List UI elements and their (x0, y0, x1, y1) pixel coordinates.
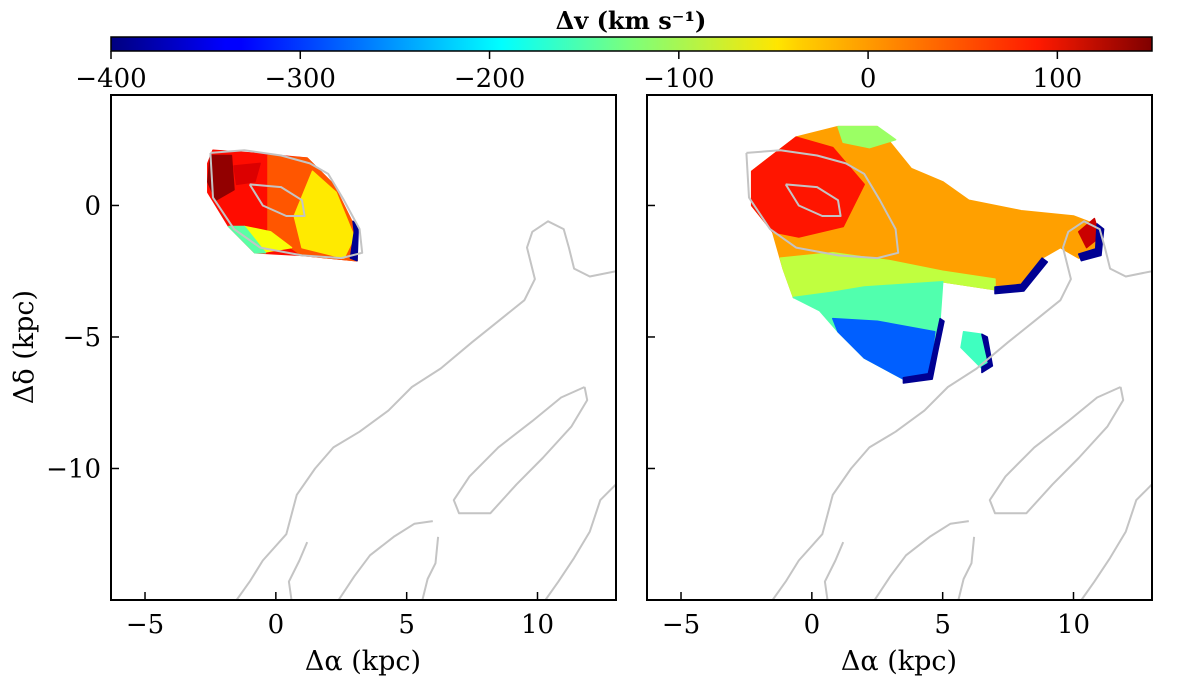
right-contour-line (988, 386, 1125, 515)
left-contour-line (287, 541, 309, 600)
left-contour-line (235, 220, 616, 600)
left-x-tick-label: 0 (268, 610, 285, 640)
left-contour-line (421, 536, 440, 600)
left-y-tick-label: −10 (46, 454, 101, 484)
colorbar-tick-label: −100 (643, 64, 714, 94)
right-frame (646, 94, 1153, 601)
right-velocity-region (902, 317, 945, 384)
right-x-tick-label: 10 (1057, 610, 1090, 640)
left-contour-line (544, 483, 616, 600)
right-contour-line (873, 520, 969, 600)
left-y-tick-label: 0 (84, 191, 101, 221)
right-panel: −5 0 5 10 Δα (kpc) (646, 94, 1153, 677)
right-velocity-region (1077, 223, 1105, 262)
left-contour-line (248, 183, 306, 217)
colorbar-label: Δv (km s⁻¹) (556, 6, 707, 35)
right-x-tick-label: −5 (662, 610, 700, 640)
right-velocity-field (750, 125, 1105, 384)
right-ticks: −5 0 5 10 (647, 204, 1090, 640)
colorbar-tick-label: 100 (1033, 64, 1083, 94)
colorbar-tick-label: −300 (265, 64, 336, 94)
right-contour-line (784, 183, 842, 217)
left-x-tick-label: 10 (521, 610, 554, 640)
colorbar-ticks: −400 −300 −200 −100 0 100 (75, 51, 1082, 94)
colorbar-tick-label: 0 (860, 64, 877, 94)
right-contour-line (823, 541, 845, 600)
left-velocity-region (233, 162, 261, 186)
right-contour-line (745, 149, 900, 260)
right-x-tick-label: 0 (804, 610, 821, 640)
colorbar-tick-label: −200 (454, 64, 525, 94)
left-x-tick-label: −5 (126, 610, 164, 640)
right-contour-line (957, 536, 976, 600)
left-ticks: −5 0 5 10 0 −5 −10 (46, 191, 554, 640)
left-panel: −5 0 5 10 0 −5 −10 Δα (kpc) Δδ (kpc) (9, 94, 617, 677)
left-contour-line (337, 520, 433, 600)
colorbar-tick-label: −400 (75, 64, 146, 94)
right-velocity-region (837, 125, 897, 149)
left-contour-line (452, 386, 589, 515)
colorbar: Δv (km s⁻¹) −400 −300 −200 −100 0 100 (75, 6, 1153, 94)
left-frame (110, 94, 617, 601)
left-velocity-region (227, 225, 267, 254)
right-velocity-region (994, 257, 1049, 295)
right-velocity-region (981, 333, 994, 374)
left-velocity-field (207, 149, 360, 262)
left-velocity-region (207, 154, 235, 201)
left-contour-line (209, 149, 364, 260)
left-y-axis-label: Δδ (kpc) (9, 290, 40, 404)
left-y-tick-label: −5 (63, 323, 101, 353)
left-x-axis-label: Δα (kpc) (305, 646, 421, 677)
colorbar-gradient (110, 36, 1153, 52)
left-contours (209, 149, 616, 600)
left-x-tick-label: 5 (398, 610, 415, 640)
right-contour-line (1080, 483, 1152, 600)
right-x-axis-label: Δα (kpc) (841, 646, 957, 677)
right-contour-line (771, 220, 1152, 600)
right-contours (745, 149, 1152, 600)
right-x-tick-label: 5 (934, 610, 951, 640)
